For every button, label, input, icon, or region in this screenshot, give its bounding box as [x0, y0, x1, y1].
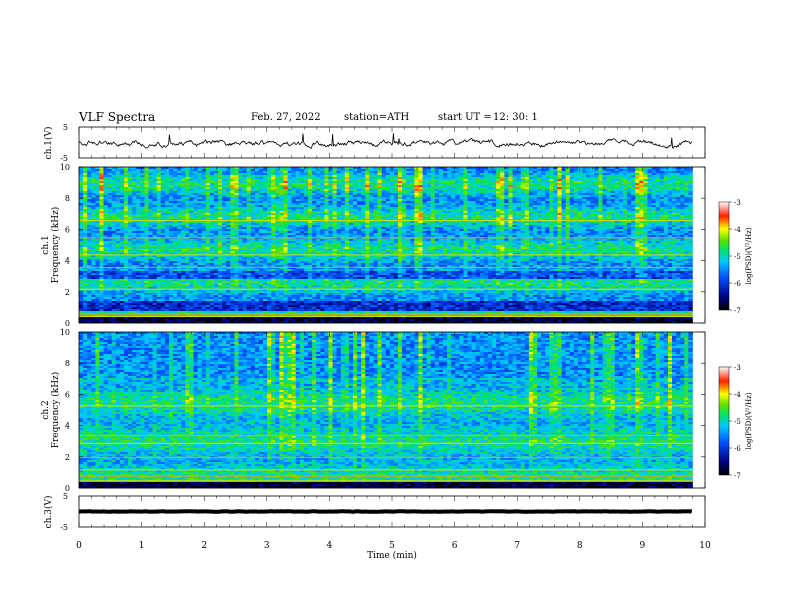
- ch3-waveform-panel: ch.3(V) 5 -5 0 1 2 3 4 5 6 7 8 9 10 Time (min): [43, 492, 711, 561]
- ch3-ytick-bottom: -5: [60, 523, 68, 532]
- station-label: station=ATH: [344, 112, 409, 123]
- ch1-colorbar-tick: -5: [734, 253, 741, 261]
- ch1-ytick: 0: [65, 319, 70, 328]
- time-xtick: 9: [640, 541, 646, 551]
- ch1-ytick: 2: [65, 288, 70, 297]
- ch1-colorbar: -3 -4 -5 -6 -7 log(PSD)(V²/Hz): [718, 199, 753, 315]
- time-xtick: 10: [699, 541, 711, 551]
- ch2-colorbar-gradient: [718, 366, 730, 476]
- time-xtick: 0: [76, 541, 82, 551]
- ch1-frequency-ylabel: Frequency (kHz): [50, 207, 61, 284]
- ch2-spectrogram-image: [79, 332, 693, 489]
- ch2-colorbar-tick: -5: [734, 418, 741, 426]
- ch1-colorbar-tick: -7: [734, 307, 741, 315]
- ch2-channel-label: ch.2: [41, 400, 51, 419]
- ch1-channel-label: ch.1: [41, 235, 51, 254]
- ch2-colorbar: -3 -4 -5 -6 -7 log(PSD)(V²/Hz): [718, 364, 753, 480]
- ch1-ytick-top: 5: [63, 123, 68, 132]
- time-xtick: 8: [577, 541, 583, 551]
- ch2-ytick: 6: [65, 390, 70, 399]
- ch2-spectrogram-panel: 0 2 4 6 8 10 ch.2 Frequency (kHz): [41, 328, 706, 493]
- time-xtick: 7: [514, 541, 520, 551]
- ch2-colorbar-tick: -4: [734, 391, 741, 399]
- time-xtick: 6: [452, 541, 458, 551]
- time-xtick: 2: [201, 541, 207, 551]
- time-xtick: 4: [327, 541, 333, 551]
- start-label: start UT =: [438, 112, 492, 123]
- ch2-ytick: 10: [60, 328, 70, 337]
- ch1-waveform-panel: ch.1(V) 5 -5: [43, 123, 706, 163]
- ch2-ytick: 2: [65, 453, 70, 462]
- start-time: 12: 30: 1: [493, 112, 538, 123]
- ch1-colorbar-gradient: [718, 201, 730, 311]
- ch2-ytick: 4: [65, 422, 70, 431]
- time-xtick: 5: [389, 541, 395, 551]
- plot-title: VLF Spectra: [79, 110, 155, 124]
- date-label: Feb. 27, 2022: [251, 112, 321, 123]
- ch1-colorbar-tick: -6: [734, 280, 741, 288]
- ch2-colorbar-tick: -7: [734, 472, 741, 480]
- ch1-colorbar-label: log(PSD)(V²/Hz): [745, 227, 753, 284]
- time-xtick: 1: [139, 541, 145, 551]
- ch3-waveform-line: [79, 509, 693, 514]
- ch2-colorbar-tick: -3: [734, 364, 741, 372]
- ch2-colorbar-label: log(PSD)(V²/Hz): [745, 392, 753, 449]
- ch2-ytick: 0: [65, 484, 70, 493]
- ch3-ytick-top: 5: [63, 492, 68, 501]
- ch2-ytick: 8: [65, 359, 70, 368]
- ch1-waveform-line: [78, 133, 693, 150]
- ch1-ytick: 10: [60, 163, 70, 172]
- time-xtick: 3: [264, 541, 270, 551]
- ch2-frequency-ylabel: Frequency (kHz): [50, 372, 61, 449]
- ch1-ytick: 6: [65, 225, 70, 234]
- ch1-ytick: 8: [65, 194, 70, 203]
- ch1-waveform-ylabel: ch.1(V): [43, 127, 54, 160]
- ch1-spectrogram-panel: 0 2 4 6 8 10 ch.1 Frequency (kHz): [41, 163, 706, 328]
- ch1-colorbar-tick: -3: [734, 199, 741, 207]
- ch3-waveform-ylabel: ch.3(V): [43, 496, 54, 529]
- ch1-spectrogram-image: [79, 167, 693, 324]
- ch1-colorbar-tick: -4: [734, 226, 741, 234]
- time-xlabel: Time (min): [367, 550, 417, 561]
- ch1-ytick: 4: [65, 257, 70, 266]
- ch2-colorbar-tick: -6: [734, 445, 741, 453]
- ch1-ytick-bottom: -5: [60, 154, 68, 163]
